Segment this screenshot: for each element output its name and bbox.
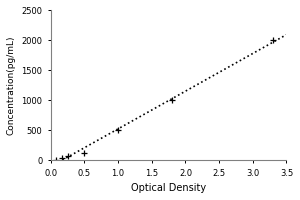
Y-axis label: Concentration(pg/mL): Concentration(pg/mL) [7, 36, 16, 135]
Point [82, 151, 87, 154]
Point [169, 99, 174, 102]
Point [59, 157, 64, 160]
Point [116, 129, 121, 132]
Point [54, 159, 58, 162]
Point [271, 39, 275, 42]
X-axis label: Optical Density: Optical Density [131, 183, 206, 193]
Point [65, 155, 70, 158]
